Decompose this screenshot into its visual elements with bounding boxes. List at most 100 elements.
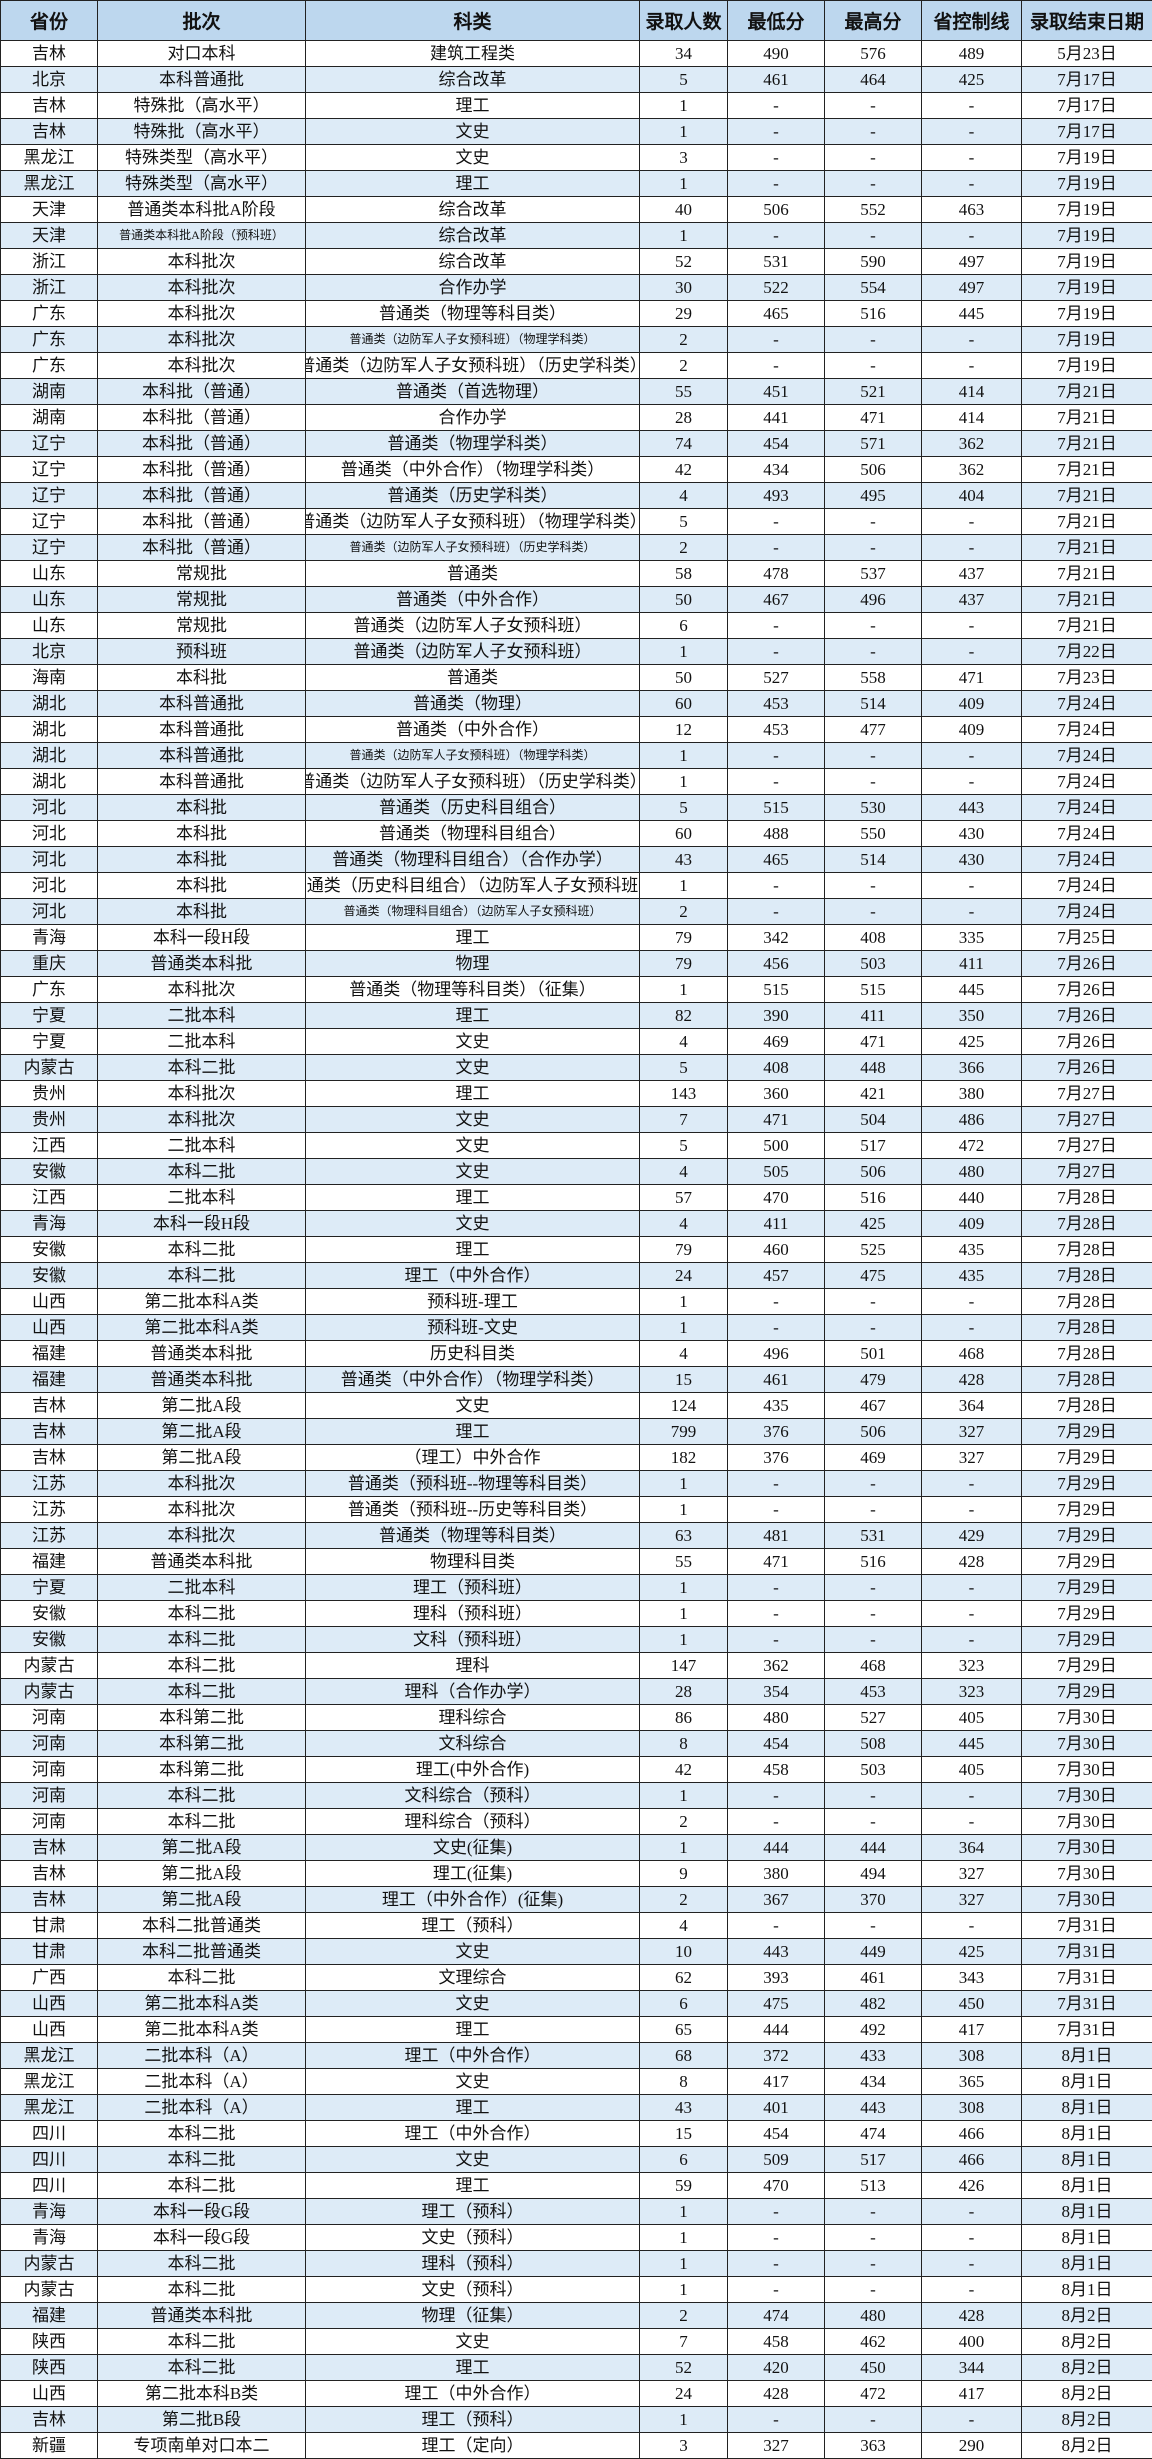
cell-end-date: 7月21日	[1021, 430, 1152, 457]
cell-province: 河南	[0, 1782, 98, 1809]
cell-max-score: 496	[824, 586, 922, 613]
table-row: 湖北 本科普通批 普通类（中外合作） 12 453 477 409 7月24日	[0, 716, 1152, 743]
cell-max-score: 433	[824, 2042, 922, 2069]
table-row: 浙江 本科批次 合作办学 30 522 554 497 7月19日	[0, 274, 1152, 301]
cell-max-score: 508	[824, 1730, 922, 1757]
cell-batch: 本科批	[97, 872, 306, 899]
cell-min-score: -	[727, 326, 825, 353]
cell-admitted-count: 2	[639, 534, 728, 561]
cell-category: 普通类（首选物理）	[305, 378, 640, 405]
cell-max-score: 492	[824, 2016, 922, 2043]
cell-min-score: 454	[727, 1730, 825, 1757]
cell-category: 历史科目类	[305, 1340, 640, 1367]
cell-min-score: 342	[727, 924, 825, 951]
cell-control-line: 327	[921, 1886, 1022, 1913]
cell-control-line: 429	[921, 1522, 1022, 1549]
cell-province: 内蒙古	[0, 1652, 98, 1679]
cell-province: 吉林	[0, 1392, 98, 1419]
cell-max-score: 558	[824, 664, 922, 691]
cell-admitted-count: 9	[639, 1860, 728, 1887]
cell-max-score: -	[824, 768, 922, 795]
cell-admitted-count: 29	[639, 300, 728, 327]
cell-batch: 本科批次	[97, 352, 306, 379]
cell-admitted-count: 6	[639, 612, 728, 639]
cell-control-line: 428	[921, 1548, 1022, 1575]
cell-max-score: -	[824, 1600, 922, 1627]
cell-province: 广东	[0, 326, 98, 353]
cell-control-line: 335	[921, 924, 1022, 951]
cell-batch: 本科第二批	[97, 1704, 306, 1731]
cell-max-score: 462	[824, 2328, 922, 2355]
cell-batch: 本科批次	[97, 976, 306, 1003]
cell-category: 理工	[305, 1184, 640, 1211]
cell-admitted-count: 1	[639, 2250, 728, 2277]
cell-min-score: -	[727, 222, 825, 249]
cell-min-score: 420	[727, 2354, 825, 2381]
cell-category: 普通类（物理）	[305, 690, 640, 717]
cell-control-line: 409	[921, 716, 1022, 743]
cell-max-score: -	[824, 898, 922, 925]
cell-category: 普通类（物理科目组合）	[305, 820, 640, 847]
cell-control-line: 323	[921, 1652, 1022, 1679]
cell-admitted-count: 1	[639, 1574, 728, 1601]
cell-max-score: 552	[824, 196, 922, 223]
table-row: 吉林 第二批A段 （理工）中外合作 182 376 469 327 7月29日	[0, 1444, 1152, 1471]
cell-max-score: 469	[824, 1444, 922, 1471]
cell-min-score: 444	[727, 1834, 825, 1861]
cell-max-score: 494	[824, 1860, 922, 1887]
cell-batch: 第二批B段	[97, 2406, 306, 2433]
cell-admitted-count: 52	[639, 2354, 728, 2381]
cell-max-score: 363	[824, 2432, 922, 2459]
table-row: 辽宁 本科批（普通） 普通类（边防军人子女预科班）（历史学科类） 2- - -7月21日	[0, 534, 1152, 561]
cell-max-score: -	[824, 2224, 922, 2251]
cell-admitted-count: 1	[639, 92, 728, 119]
cell-control-line: 443	[921, 794, 1022, 821]
cell-admitted-count: 5	[639, 1054, 728, 1081]
table-row: 宁夏 二批本科 文史 4 469 471 425 7月26日	[0, 1028, 1152, 1055]
cell-category: 理工（预科）	[305, 2198, 640, 2225]
cell-min-score: 444	[727, 2016, 825, 2043]
table-row: 河北 本科批 普通类（物理科目组合）（边防军人子女预科班） 2- - -7月24日	[0, 898, 1152, 925]
cell-province: 河南	[0, 1808, 98, 1835]
cell-admitted-count: 3	[639, 2432, 728, 2459]
cell-max-score: -	[824, 508, 922, 535]
cell-control-line: -	[921, 1496, 1022, 1523]
header-batch: 批次	[97, 0, 306, 41]
table-row: 辽宁 本科批（普通） 普通类（边防军人子女预科班）（物理学科类） 5- - -7月21日	[0, 508, 1152, 535]
cell-category: 文理综合	[305, 1964, 640, 1991]
cell-control-line: 472	[921, 1132, 1022, 1159]
cell-end-date: 7月29日	[1021, 1444, 1152, 1471]
cell-category: 文史(征集)	[305, 1834, 640, 1861]
cell-category: 普通类（历史科目组合）（边防军人子女预科班）	[305, 872, 640, 899]
cell-admitted-count: 4	[639, 1028, 728, 1055]
cell-batch: 普通类本科批A阶段（预科班）	[97, 222, 306, 249]
table-row: 河北 本科批 普通类（历史科目组合） 5 515 530 443 7月24日	[0, 794, 1152, 821]
cell-control-line: 323	[921, 1678, 1022, 1705]
cell-text: 普通类（边防军人子女预科班）（历史学科类）	[305, 772, 640, 791]
cell-control-line: -	[921, 898, 1022, 925]
cell-end-date: 7月28日	[1021, 1340, 1152, 1367]
cell-province: 黑龙江	[0, 144, 98, 171]
cell-control-line: 425	[921, 1028, 1022, 1055]
cell-end-date: 7月30日	[1021, 1860, 1152, 1887]
cell-control-line: -	[921, 2250, 1022, 2277]
cell-admitted-count: 143	[639, 1080, 728, 1107]
cell-control-line: 365	[921, 2068, 1022, 2095]
table-row: 青海 本科一段G段 理工（预科） 1- - -8月1日	[0, 2198, 1152, 2225]
cell-category: 文史	[305, 1106, 640, 1133]
cell-end-date: 7月17日	[1021, 118, 1152, 145]
cell-admitted-count: 82	[639, 1002, 728, 1029]
cell-control-line: 364	[921, 1834, 1022, 1861]
cell-max-score: -	[824, 326, 922, 353]
cell-min-score: -	[727, 92, 825, 119]
cell-control-line: -	[921, 508, 1022, 535]
cell-province: 吉林	[0, 1834, 98, 1861]
cell-province: 浙江	[0, 274, 98, 301]
cell-category: 理工（定向）	[305, 2432, 640, 2459]
cell-province: 天津	[0, 196, 98, 223]
cell-province: 江苏	[0, 1470, 98, 1497]
cell-batch: 普通类本科批	[97, 950, 306, 977]
cell-end-date: 7月21日	[1021, 482, 1152, 509]
table-row: 吉林 特殊批（高水平） 理工 1- - -7月17日	[0, 92, 1152, 119]
cell-category: 理科（预科）	[305, 2250, 640, 2277]
